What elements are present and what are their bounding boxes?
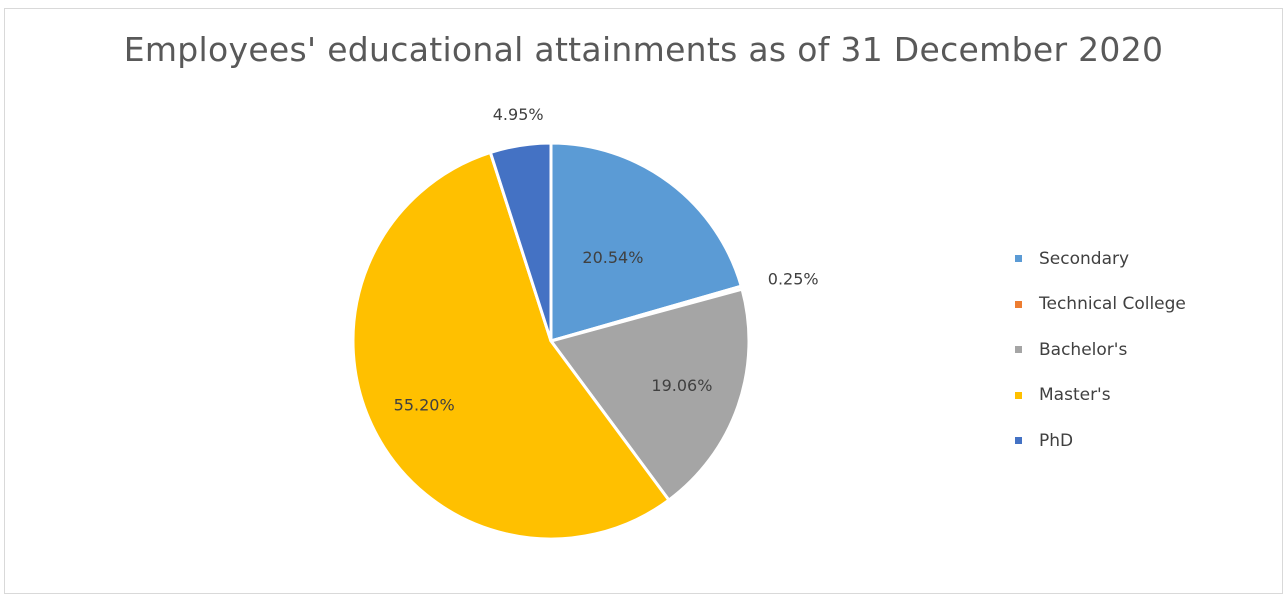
pie-slice-phd <box>488 141 553 343</box>
pie-slice-secondary <box>549 141 743 343</box>
legend-item-phd: PhD <box>1015 418 1275 464</box>
pie-data-labels: 20.54% 0.25% 19.06% 55.20% 4.95% <box>394 105 819 415</box>
legend-swatch <box>1015 255 1022 263</box>
legend-label: PhD <box>1039 430 1074 451</box>
legend-label: Master's <box>1039 385 1111 406</box>
legend-swatch <box>1015 437 1022 445</box>
pie-slice-master-s <box>351 151 671 541</box>
legend-swatch <box>1015 346 1022 354</box>
legend-label: Secondary <box>1039 248 1130 269</box>
legend-swatch <box>1015 391 1022 399</box>
pie-slices <box>351 141 751 541</box>
legend-item-bachelor-s: Bachelor's <box>1015 327 1275 373</box>
data-label-master-s: 55.20% <box>394 396 455 415</box>
data-label-technical-college: 0.25% <box>768 269 819 288</box>
legend-swatch <box>1015 300 1022 308</box>
chart-title: Employees' educational attainments as of… <box>123 30 1164 69</box>
pie-slice-bachelor-s <box>549 287 751 502</box>
data-label-bachelor-s: 19.06% <box>651 376 712 395</box>
legend-item-master-s: Master's <box>1015 373 1275 419</box>
chart-legend: Secondary Technical College Bachelor's Mast… <box>1015 236 1275 464</box>
legend-item-secondary: Secondary <box>1015 236 1275 282</box>
legend-item-technical-college: Technical College <box>1015 282 1275 328</box>
data-label-phd: 4.95% <box>493 105 544 124</box>
data-label-secondary: 20.54% <box>582 248 643 267</box>
legend-label: Technical College <box>1039 294 1186 315</box>
legend-label: Bachelor's <box>1039 339 1128 360</box>
